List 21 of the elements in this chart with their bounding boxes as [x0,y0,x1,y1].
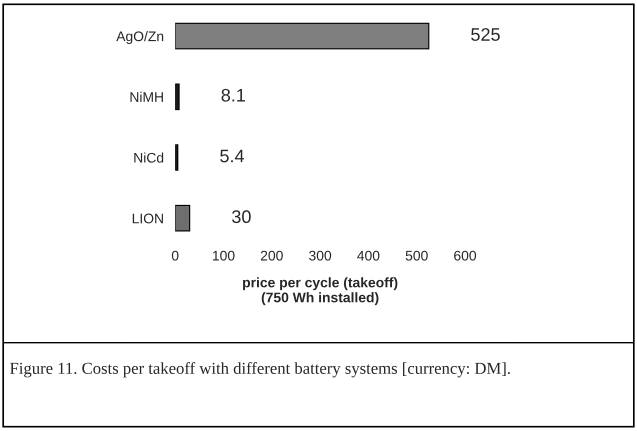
y-tick-label: NiCd [134,152,164,163]
data-label: 8.1 [222,88,245,102]
data-label: 30 [232,210,251,224]
data-label: 5.4 [220,150,244,162]
x-axis-title: price per cycle (takeoff) (750 Wh installed) [243,277,398,306]
bar [175,22,430,50]
caption: Figure 11. Costs per takeoff with different battery systems [currency: DM]. [10,362,510,378]
y-tick-label: AgO/Zn [116,31,164,44]
y-tick-label: NiMH [130,92,163,102]
x-tick-label: 100 [212,250,235,261]
data-label: 525 [471,28,500,41]
x-tick-label: 300 [309,250,332,261]
x-tick-label: 500 [406,250,428,261]
x-tick-label: 400 [357,250,380,261]
bar [175,204,190,232]
bar [175,144,178,171]
x-tick-label: 200 [260,250,283,261]
y-tick-label: LION [132,214,163,224]
x-tick-label: 0 [172,250,178,261]
x-tick-label: 600 [454,250,476,261]
bar [175,83,180,110]
